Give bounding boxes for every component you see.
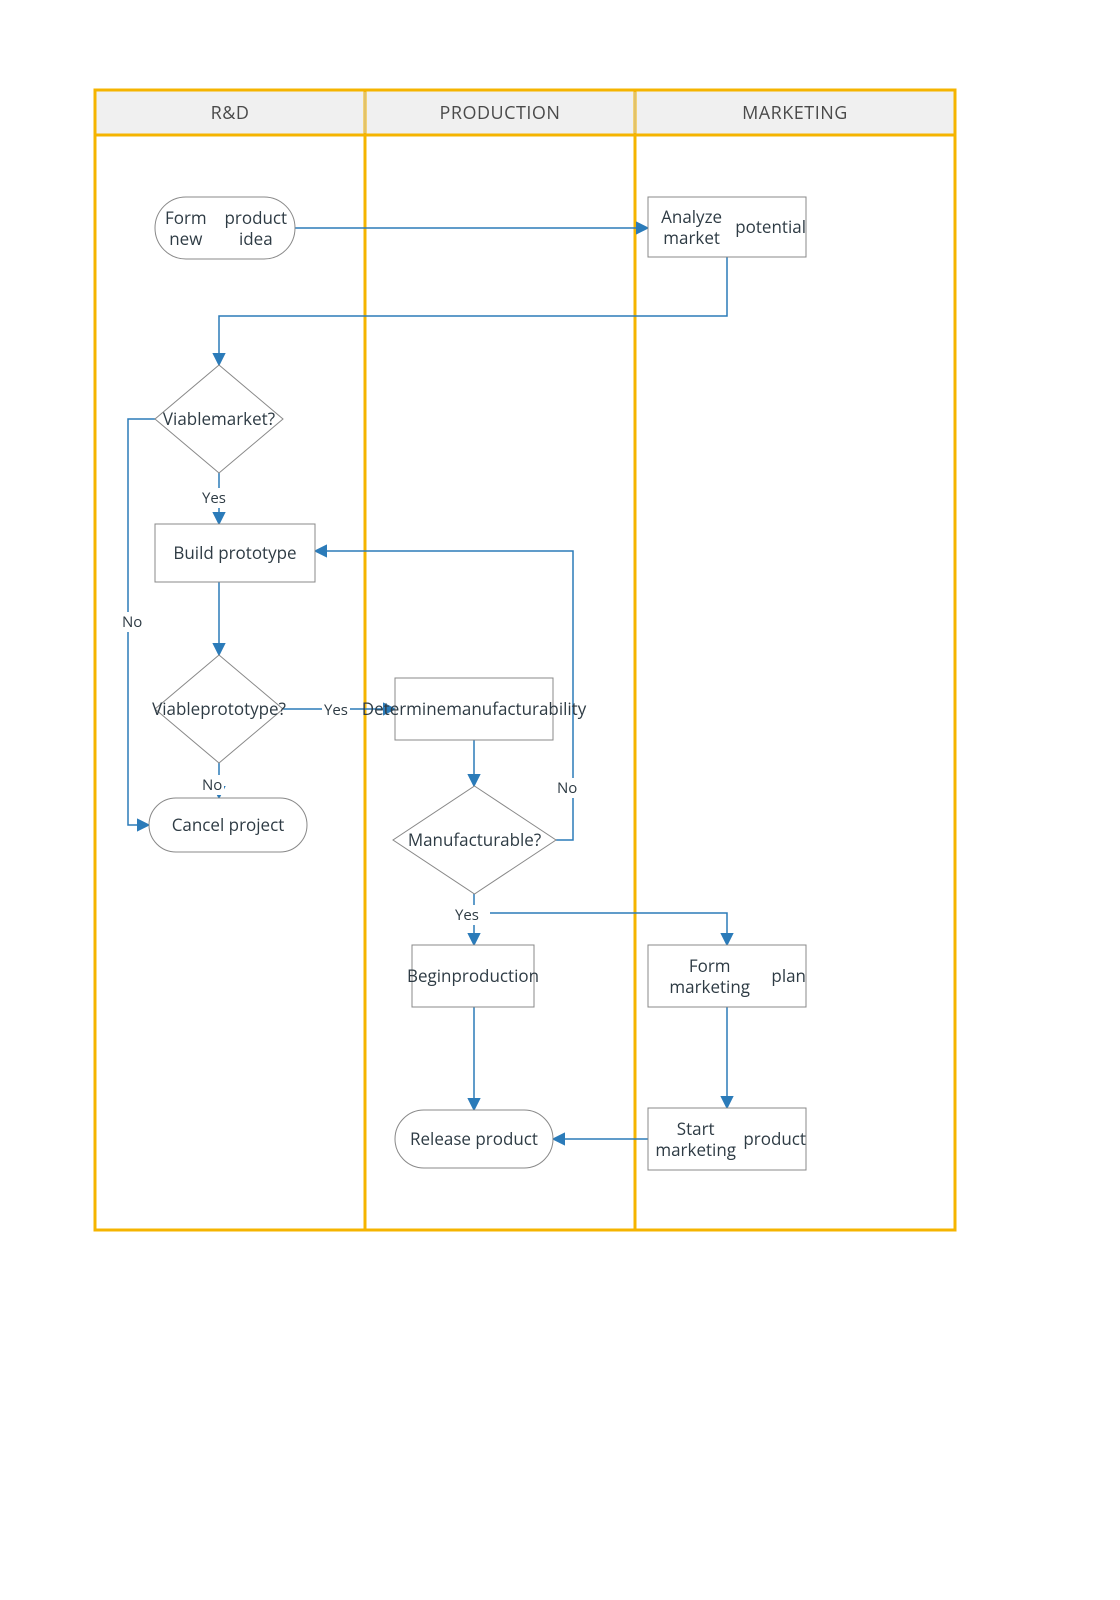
swimlane-flowchart: R&DPRODUCTIONMARKETINGForm newproduct id… <box>0 0 1120 1600</box>
diagram-svg <box>0 0 1120 1600</box>
